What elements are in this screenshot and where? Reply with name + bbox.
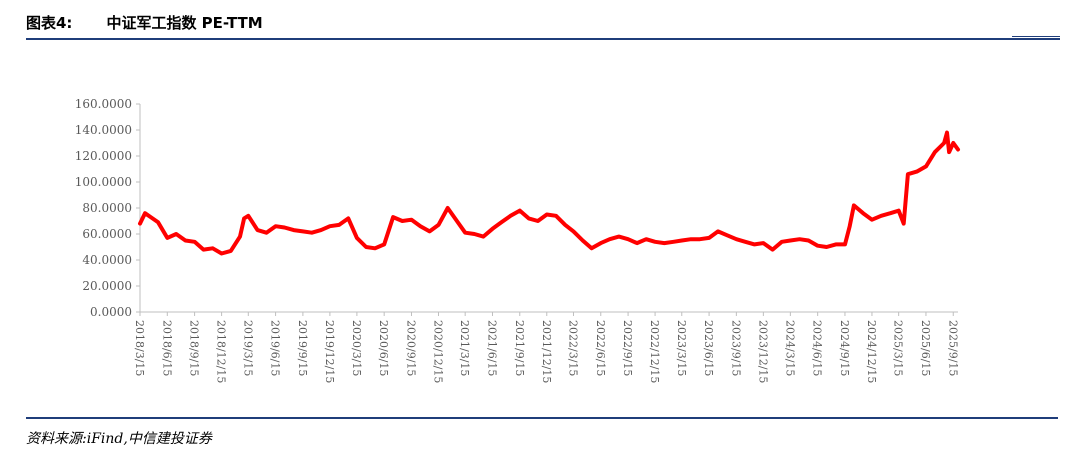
x-tick-label: 2020/6/15 — [377, 320, 390, 376]
x-tick-label: 2022/12/15 — [648, 320, 661, 383]
x-tick-label: 2019/12/15 — [323, 320, 336, 383]
chart-title: 中证军工指数 PE-TTM — [106, 13, 263, 32]
title-rule-accent — [1012, 36, 1060, 37]
x-tick-label: 2025/6/15 — [919, 320, 932, 376]
y-tick-label: 80.0000 — [82, 201, 132, 215]
y-tick-label: 60.0000 — [82, 227, 132, 241]
x-tick-label: 2021/9/15 — [513, 320, 526, 376]
x-tick-label: 2024/12/15 — [865, 320, 878, 383]
x-tick-label: 2022/3/15 — [566, 320, 579, 376]
x-tick-label: 2023/12/15 — [756, 320, 769, 383]
figure-header: 图表4: 中证军工指数 PE-TTM — [26, 10, 263, 34]
x-tick-label: 2021/12/15 — [540, 320, 553, 383]
x-tick-label: 2024/3/15 — [783, 320, 796, 376]
x-tick-label: 2024/6/15 — [811, 320, 824, 376]
x-tick-label: 2025/9/15 — [946, 320, 959, 376]
x-tick-label: 2019/3/15 — [241, 320, 254, 376]
figure-label: 图表4: — [26, 13, 73, 32]
title-rule — [26, 38, 1060, 40]
x-tick-label: 2020/3/15 — [350, 320, 363, 376]
y-tick-label: 100.0000 — [75, 175, 132, 189]
x-tick-label: 2022/9/15 — [621, 320, 634, 376]
footer-rule — [26, 417, 1058, 419]
x-tick-label: 2022/6/15 — [594, 320, 607, 376]
y-tick-label: 160.0000 — [75, 97, 132, 111]
x-tick-label: 2021/3/15 — [458, 320, 471, 376]
pe-ttm-line-chart: 0.0000 20.0000 40.0000 60.0000 80.0000 100.00… — [75, 97, 960, 383]
chart-area: 0.0000 20.0000 40.0000 60.0000 80.0000 100.00… — [0, 40, 1080, 412]
x-tick-label: 2020/12/15 — [431, 320, 444, 383]
x-tick-label: 2018/12/15 — [215, 320, 228, 383]
y-tick-label: 120.0000 — [75, 149, 132, 163]
y-tick-label: 20.0000 — [82, 279, 132, 293]
x-tick-label: 2019/9/15 — [296, 320, 309, 376]
y-tick-label: 140.0000 — [75, 123, 132, 137]
x-tick-label: 2020/9/15 — [404, 320, 417, 376]
pe-ttm-series-line — [138, 130, 960, 256]
x-tick-label: 2018/6/15 — [160, 320, 173, 376]
x-tick-label: 2023/6/15 — [702, 320, 715, 376]
x-tick-label: 2024/9/15 — [838, 320, 851, 376]
x-tick-label: 2023/9/15 — [729, 320, 742, 376]
source-note: 资料来源:iFind,中信建投证券 — [26, 431, 212, 447]
x-tick-label: 2018/3/15 — [133, 320, 146, 376]
x-tick-label: 2019/6/15 — [269, 320, 282, 376]
y-tick-label: 0.0000 — [90, 305, 132, 319]
x-tick-label: 2018/9/15 — [188, 320, 201, 376]
x-tick-label: 2021/6/15 — [485, 320, 498, 376]
y-tick-label: 40.0000 — [82, 253, 132, 267]
x-tick-label: 2023/3/15 — [675, 320, 688, 376]
x-tick-label: 2025/3/15 — [892, 320, 905, 376]
